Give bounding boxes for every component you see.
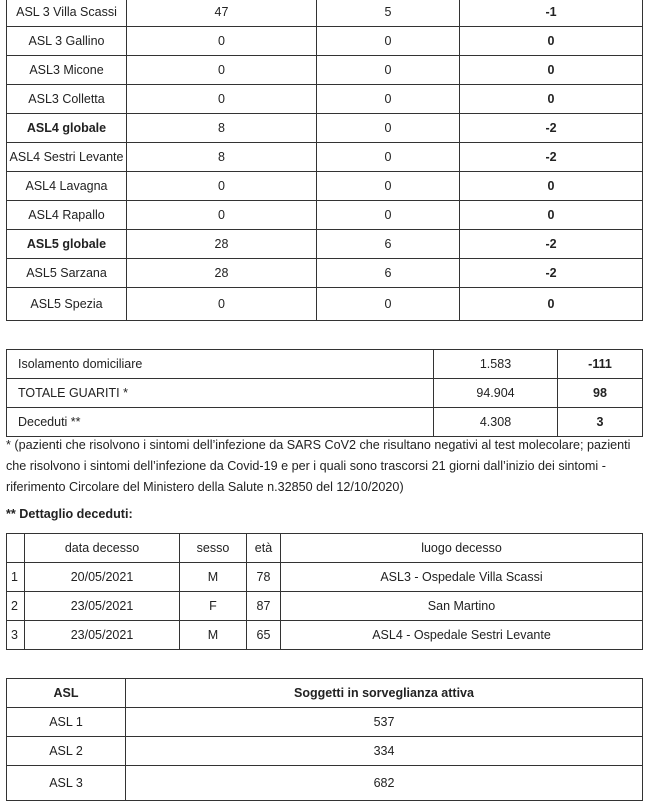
table-cell: 0 — [316, 142, 460, 172]
table-cell: 20/05/2021 — [24, 562, 180, 592]
table-cell: ASL 3 Villa Scassi — [6, 0, 127, 27]
table-cell: 0 — [459, 200, 643, 230]
table-cell: 3 — [557, 407, 643, 437]
table-cell — [6, 533, 25, 563]
table-cell: 0 — [316, 55, 460, 85]
table-cell: 0 — [126, 171, 317, 201]
table-cell: 94.904 — [433, 378, 558, 408]
table-cell: 0 — [126, 84, 317, 114]
table-cell: 28 — [126, 229, 317, 259]
table-cell: 0 — [126, 287, 317, 321]
table-cell: ASL 2 — [6, 736, 126, 766]
table-cell: 78 — [246, 562, 281, 592]
table-cell: 8 — [126, 113, 317, 143]
table-cell: ASL3 Colletta — [6, 84, 127, 114]
table-cell: 5 — [316, 0, 460, 27]
table-cell: -2 — [459, 229, 643, 259]
table-cell: 0 — [316, 113, 460, 143]
table-cell: 2 — [6, 591, 25, 621]
table-cell: 6 — [316, 229, 460, 259]
table-cell: 47 — [126, 0, 317, 27]
table-cell: Soggetti in sorveglianza attiva — [125, 678, 643, 708]
table-cell: 0 — [126, 55, 317, 85]
table-cell: 682 — [125, 765, 643, 801]
table-cell: ASL5 Spezia — [6, 287, 127, 321]
table-cell: 98 — [557, 378, 643, 408]
table-cell: 0 — [459, 84, 643, 114]
table-cell: -1 — [459, 0, 643, 27]
table-cell: ASL 3 Gallino — [6, 26, 127, 56]
table-cell: 334 — [125, 736, 643, 766]
table-cell: 6 — [316, 258, 460, 288]
table-cell: 0 — [459, 171, 643, 201]
table-cell: M — [179, 562, 247, 592]
table-cell: 0 — [316, 84, 460, 114]
table-cell: 0 — [126, 26, 317, 56]
table-cell: TOTALE GUARITI * — [6, 378, 434, 408]
table-cell: 0 — [316, 171, 460, 201]
table-cell: sesso — [179, 533, 247, 563]
table-cell: ASL3 - Ospedale Villa Scassi — [280, 562, 643, 592]
table-cell: ASL — [6, 678, 126, 708]
table-cell: ASL4 globale — [6, 113, 127, 143]
table-cell: 0 — [316, 26, 460, 56]
table-cell: 0 — [459, 287, 643, 321]
table-cell: ASL4 Lavagna — [6, 171, 127, 201]
table-cell: 8 — [126, 142, 317, 172]
table-cell: 0 — [459, 55, 643, 85]
table-cell: 1 — [6, 562, 25, 592]
table-cell: -2 — [459, 142, 643, 172]
table-cell: ASL4 Rapallo — [6, 200, 127, 230]
table-cell: M — [179, 620, 247, 650]
table-cell: età — [246, 533, 281, 563]
table-cell: 87 — [246, 591, 281, 621]
table-cell: 23/05/2021 — [24, 620, 180, 650]
table-cell: ASL4 - Ospedale Sestri Levante — [280, 620, 643, 650]
footnote-line: che risolvono i sintomi dell’infezione d… — [6, 459, 606, 473]
table-cell: Deceduti ** — [6, 407, 434, 437]
footnote-line: * (pazienti che risolvono i sintomi dell… — [6, 438, 631, 452]
table-cell: 0 — [126, 200, 317, 230]
table-cell: 4.308 — [433, 407, 558, 437]
table-cell: 0 — [459, 26, 643, 56]
table-cell: luogo decesso — [280, 533, 643, 563]
table-cell: -2 — [459, 258, 643, 288]
table-cell: ASL5 globale — [6, 229, 127, 259]
table-cell: 0 — [316, 287, 460, 321]
table-cell: 537 — [125, 707, 643, 737]
table-cell: ASL4 Sestri Levante — [6, 142, 127, 172]
table-cell: -111 — [557, 349, 643, 379]
table-cell: San Martino — [280, 591, 643, 621]
footnote-line: riferimento Circolare del Ministero dell… — [6, 480, 404, 494]
table-cell: ASL 1 — [6, 707, 126, 737]
table-cell: F — [179, 591, 247, 621]
table-cell: 23/05/2021 — [24, 591, 180, 621]
table-cell: 28 — [126, 258, 317, 288]
section-heading: ** Dettaglio deceduti: — [6, 507, 133, 521]
table-cell: 65 — [246, 620, 281, 650]
table-cell: -2 — [459, 113, 643, 143]
table-cell: Isolamento domiciliare — [6, 349, 434, 379]
table-cell: data decesso — [24, 533, 180, 563]
table-cell: ASL3 Micone — [6, 55, 127, 85]
table-cell: ASL5 Sarzana — [6, 258, 127, 288]
table-cell: 1.583 — [433, 349, 558, 379]
table-cell: ASL 3 — [6, 765, 126, 801]
table-cell: 0 — [316, 200, 460, 230]
table-cell: 3 — [6, 620, 25, 650]
